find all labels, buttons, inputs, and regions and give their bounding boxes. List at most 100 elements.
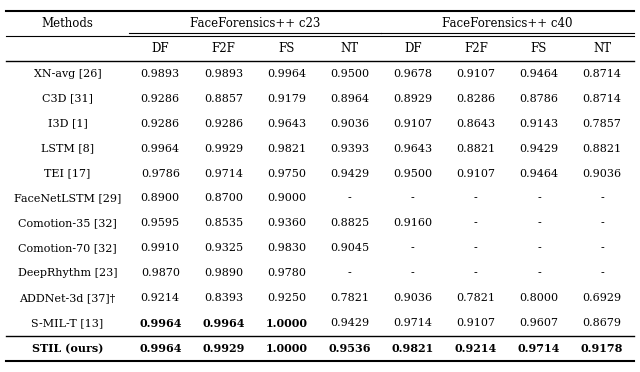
Text: 0.9045: 0.9045 xyxy=(330,243,369,253)
Text: 0.9964: 0.9964 xyxy=(139,343,182,354)
Text: 0.9000: 0.9000 xyxy=(267,193,306,203)
Text: 1.0000: 1.0000 xyxy=(266,318,307,329)
Text: FaceForensics++ c23: FaceForensics++ c23 xyxy=(189,17,320,30)
Text: 0.9179: 0.9179 xyxy=(267,94,306,103)
Text: C3D [31]: C3D [31] xyxy=(42,94,93,103)
Text: 0.9821: 0.9821 xyxy=(392,343,434,354)
Text: 0.8393: 0.8393 xyxy=(204,294,243,304)
Text: 0.9286: 0.9286 xyxy=(141,119,180,129)
Text: 0.9750: 0.9750 xyxy=(267,169,306,179)
Text: -: - xyxy=(600,218,604,228)
Text: 0.9429: 0.9429 xyxy=(330,318,369,328)
Text: 0.9500: 0.9500 xyxy=(330,68,369,78)
Text: 1.0000: 1.0000 xyxy=(266,343,307,354)
Text: 0.9325: 0.9325 xyxy=(204,243,243,253)
Text: 0.9964: 0.9964 xyxy=(267,68,306,78)
Text: 0.9786: 0.9786 xyxy=(141,169,180,179)
Text: 0.9178: 0.9178 xyxy=(581,343,623,354)
Text: Comotion-35 [32]: Comotion-35 [32] xyxy=(18,218,117,228)
Text: 0.8825: 0.8825 xyxy=(330,218,369,228)
Text: -: - xyxy=(537,193,541,203)
Text: 0.9714: 0.9714 xyxy=(204,169,243,179)
Text: 0.9893: 0.9893 xyxy=(204,68,243,78)
Text: 0.8700: 0.8700 xyxy=(204,193,243,203)
Text: 0.8821: 0.8821 xyxy=(582,144,621,154)
Text: Methods: Methods xyxy=(42,17,93,30)
Text: 0.9678: 0.9678 xyxy=(393,68,432,78)
Text: 0.9830: 0.9830 xyxy=(267,243,306,253)
Text: -: - xyxy=(537,243,541,253)
Text: 0.9780: 0.9780 xyxy=(267,269,306,278)
Text: 0.9107: 0.9107 xyxy=(456,318,495,328)
Text: -: - xyxy=(474,243,477,253)
Text: I3D [1]: I3D [1] xyxy=(47,119,88,129)
Text: -: - xyxy=(600,243,604,253)
Text: -: - xyxy=(600,193,604,203)
Text: FaceNetLSTM [29]: FaceNetLSTM [29] xyxy=(14,193,121,203)
Text: 0.7821: 0.7821 xyxy=(456,294,495,304)
Text: -: - xyxy=(600,269,604,278)
Text: 0.9821: 0.9821 xyxy=(267,144,306,154)
Text: 0.9910: 0.9910 xyxy=(141,243,180,253)
Text: 0.8857: 0.8857 xyxy=(204,94,243,103)
Text: 0.8714: 0.8714 xyxy=(582,68,621,78)
Text: 0.8535: 0.8535 xyxy=(204,218,243,228)
Text: 0.9714: 0.9714 xyxy=(393,318,432,328)
Text: 0.9870: 0.9870 xyxy=(141,269,180,278)
Text: -: - xyxy=(348,269,351,278)
Text: 0.9500: 0.9500 xyxy=(393,169,432,179)
Text: 0.9036: 0.9036 xyxy=(393,294,432,304)
Text: 0.9643: 0.9643 xyxy=(393,144,432,154)
Text: 0.9464: 0.9464 xyxy=(520,68,559,78)
Text: 0.9107: 0.9107 xyxy=(456,169,495,179)
Text: 0.9036: 0.9036 xyxy=(330,119,369,129)
Text: -: - xyxy=(537,269,541,278)
Text: 0.9429: 0.9429 xyxy=(330,169,369,179)
Text: FaceForensics++ c40: FaceForensics++ c40 xyxy=(442,17,573,30)
Text: 0.8000: 0.8000 xyxy=(520,294,559,304)
Text: 0.7821: 0.7821 xyxy=(330,294,369,304)
Text: F2F: F2F xyxy=(464,42,488,55)
Text: DF: DF xyxy=(152,42,169,55)
Text: 0.9160: 0.9160 xyxy=(393,218,432,228)
Text: F2F: F2F xyxy=(211,42,236,55)
Text: 0.9929: 0.9929 xyxy=(204,144,243,154)
Text: -: - xyxy=(537,218,541,228)
Text: 0.8821: 0.8821 xyxy=(456,144,495,154)
Text: S-MIL-T [13]: S-MIL-T [13] xyxy=(31,318,104,328)
Text: 0.8964: 0.8964 xyxy=(330,94,369,103)
Text: -: - xyxy=(411,269,415,278)
Text: 0.9286: 0.9286 xyxy=(204,119,243,129)
Text: 0.9107: 0.9107 xyxy=(456,68,495,78)
Text: 0.9360: 0.9360 xyxy=(267,218,306,228)
Text: FS: FS xyxy=(531,42,547,55)
Text: 0.9714: 0.9714 xyxy=(518,343,560,354)
Text: 0.9214: 0.9214 xyxy=(141,294,180,304)
Text: TEI [17]: TEI [17] xyxy=(44,169,91,179)
Text: 0.8714: 0.8714 xyxy=(582,94,621,103)
Text: 0.8679: 0.8679 xyxy=(582,318,621,328)
Text: Comotion-70 [32]: Comotion-70 [32] xyxy=(18,243,117,253)
Text: 0.9286: 0.9286 xyxy=(141,94,180,103)
Text: 0.9250: 0.9250 xyxy=(267,294,306,304)
Text: 0.9964: 0.9964 xyxy=(202,318,244,329)
Text: 0.9964: 0.9964 xyxy=(139,318,182,329)
Text: -: - xyxy=(474,218,477,228)
Text: 0.9107: 0.9107 xyxy=(393,119,432,129)
Text: 0.9964: 0.9964 xyxy=(141,144,180,154)
Text: 0.9536: 0.9536 xyxy=(328,343,371,354)
Text: -: - xyxy=(411,193,415,203)
Text: NT: NT xyxy=(340,42,358,55)
Text: 0.9607: 0.9607 xyxy=(520,318,559,328)
Text: 0.8643: 0.8643 xyxy=(456,119,495,129)
Text: 0.9036: 0.9036 xyxy=(582,169,621,179)
Text: -: - xyxy=(474,269,477,278)
Text: 0.9143: 0.9143 xyxy=(520,119,559,129)
Text: XN-avg [26]: XN-avg [26] xyxy=(34,68,101,78)
Text: LSTM [8]: LSTM [8] xyxy=(41,144,94,154)
Text: 0.9214: 0.9214 xyxy=(454,343,497,354)
Text: 0.8929: 0.8929 xyxy=(393,94,432,103)
Text: -: - xyxy=(411,243,415,253)
Text: 0.9393: 0.9393 xyxy=(330,144,369,154)
Text: 0.9890: 0.9890 xyxy=(204,269,243,278)
